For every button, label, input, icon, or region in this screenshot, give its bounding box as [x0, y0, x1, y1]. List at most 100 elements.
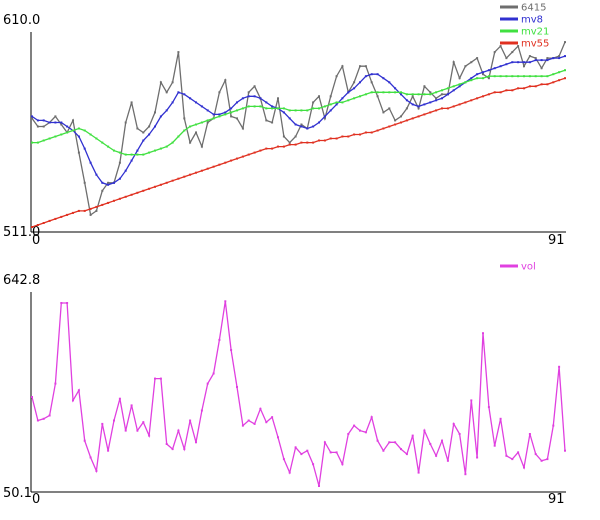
data-point — [195, 101, 197, 104]
data-point — [482, 73, 484, 76]
data-point — [552, 424, 555, 427]
data-point — [31, 226, 33, 228]
data-point — [154, 125, 156, 128]
data-point — [212, 372, 215, 375]
data-point — [148, 151, 151, 154]
data-point — [493, 91, 496, 94]
data-point — [130, 404, 133, 407]
data-point — [54, 115, 57, 118]
data-point — [206, 382, 209, 385]
data-point — [183, 93, 186, 96]
data-point — [470, 77, 473, 80]
data-point — [400, 115, 402, 118]
data-point — [101, 141, 104, 144]
data-point — [288, 143, 291, 146]
data-point — [417, 105, 420, 108]
data-point — [247, 419, 250, 422]
data-point — [218, 338, 221, 341]
data-point — [429, 111, 432, 114]
data-point — [154, 377, 156, 380]
price-y-min-label: 511.0 — [3, 225, 40, 240]
data-point — [476, 77, 479, 80]
data-point — [388, 107, 391, 110]
data-point — [534, 85, 537, 88]
data-point — [236, 117, 238, 120]
data-point — [306, 127, 309, 130]
data-point — [288, 471, 291, 474]
data-point — [546, 83, 549, 86]
data-point — [382, 91, 385, 94]
data-point — [124, 169, 127, 172]
data-point — [511, 61, 514, 64]
data-point — [376, 129, 379, 132]
data-point — [499, 75, 502, 78]
data-point — [564, 69, 566, 72]
data-point — [113, 419, 115, 422]
data-point — [464, 81, 467, 84]
data-point — [154, 149, 156, 152]
data-point — [493, 51, 496, 54]
data-point — [236, 109, 238, 112]
data-point — [546, 458, 549, 461]
data-point — [89, 161, 92, 164]
data-point — [452, 105, 455, 108]
data-point — [54, 121, 57, 124]
data-point — [312, 141, 315, 144]
data-point — [558, 71, 561, 74]
data-point — [83, 181, 86, 184]
data-point — [464, 101, 467, 104]
data-point — [200, 105, 203, 108]
data-point — [388, 125, 391, 128]
data-point — [435, 91, 438, 94]
data-point — [159, 81, 162, 84]
volume-y-max-label: 642.8 — [3, 273, 40, 288]
data-point — [499, 65, 502, 68]
data-point — [206, 109, 209, 112]
data-point — [136, 153, 139, 156]
data-point — [130, 153, 133, 156]
data-point — [458, 103, 461, 106]
data-point — [259, 149, 262, 152]
data-point — [528, 85, 531, 88]
data-point — [364, 431, 367, 434]
data-point — [31, 396, 33, 398]
data-point — [435, 99, 438, 102]
data-point — [206, 119, 209, 122]
data-point — [517, 75, 520, 78]
data-point — [212, 165, 215, 168]
data-point — [318, 485, 320, 487]
data-point — [271, 105, 274, 108]
data-point — [564, 55, 566, 58]
data-point — [405, 453, 408, 456]
data-point — [282, 145, 285, 148]
data-point — [482, 95, 484, 98]
data-point — [113, 199, 115, 202]
data-point — [159, 183, 162, 186]
data-point — [318, 139, 320, 142]
data-point — [218, 115, 221, 118]
data-point — [429, 91, 432, 94]
data-point — [177, 135, 180, 138]
data-point — [241, 155, 244, 158]
data-point — [36, 125, 39, 128]
data-point — [353, 424, 356, 427]
data-point — [124, 195, 127, 198]
data-point — [282, 458, 285, 461]
legend-label: mv21 — [521, 27, 549, 38]
data-point — [148, 133, 151, 136]
data-point — [72, 211, 74, 214]
data-point — [423, 103, 426, 106]
data-point — [224, 111, 227, 114]
data-point — [236, 386, 238, 388]
data-point — [546, 75, 549, 78]
data-point — [470, 399, 473, 402]
data-point — [206, 167, 209, 170]
data-point — [107, 145, 110, 148]
data-point — [423, 93, 426, 96]
data-point — [493, 67, 496, 70]
data-point — [288, 109, 291, 112]
data-point — [517, 451, 520, 454]
data-point — [66, 131, 69, 134]
